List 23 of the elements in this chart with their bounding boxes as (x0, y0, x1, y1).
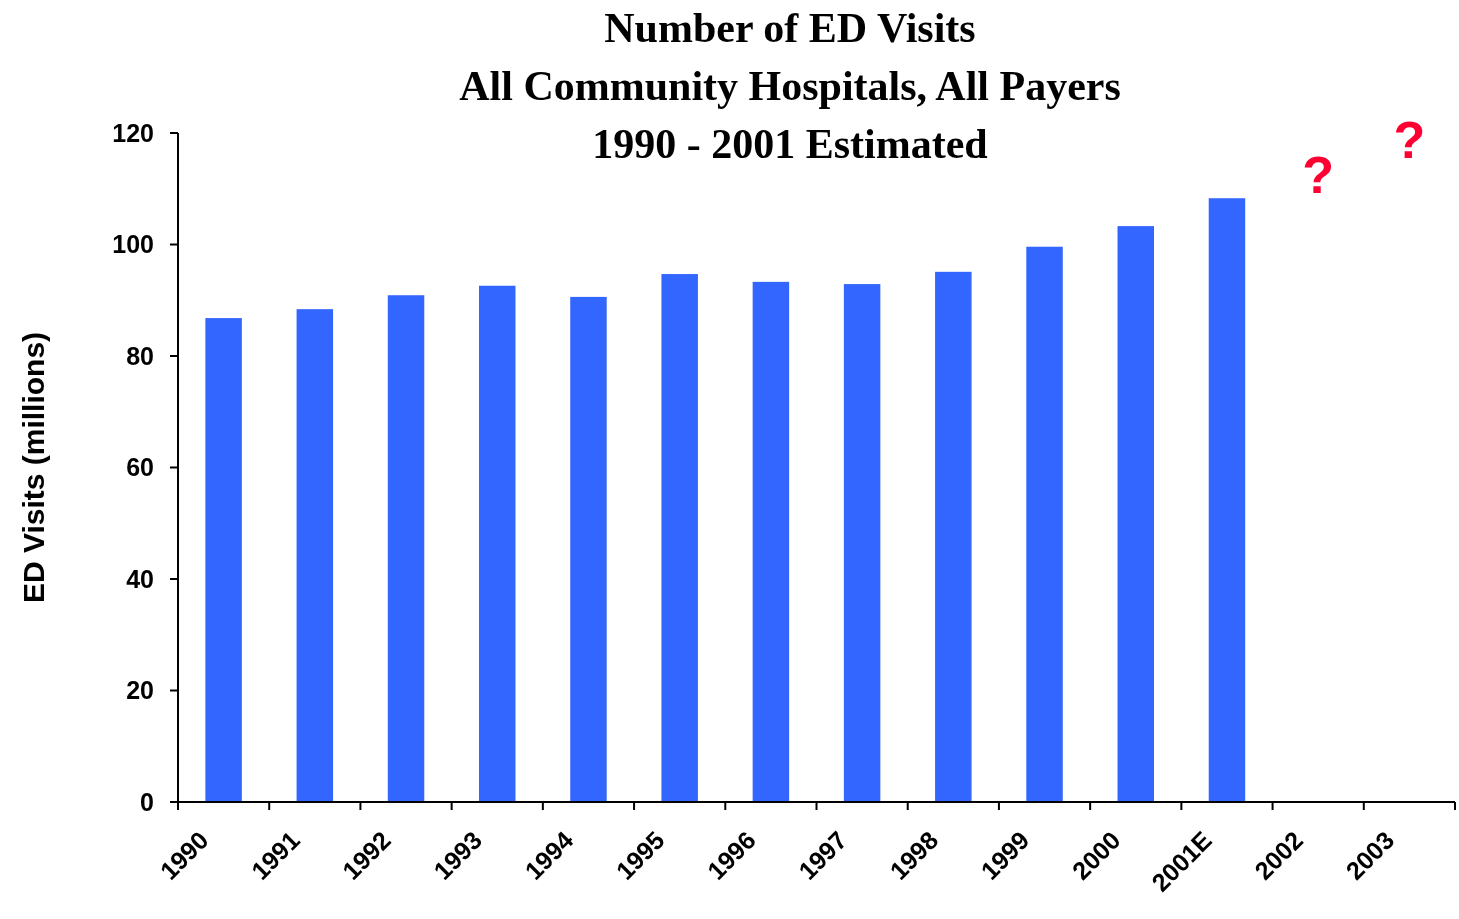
y-tick-label: 120 (112, 118, 154, 147)
y-tick-label: 100 (112, 230, 154, 259)
bar (479, 285, 516, 802)
y-tick-label: 20 (126, 676, 154, 705)
bar (387, 295, 425, 802)
bar (1208, 198, 1246, 802)
bar (752, 281, 790, 802)
bar (205, 318, 242, 802)
y-axis-title: ED Visits (millions) (17, 331, 50, 604)
bar (843, 284, 881, 802)
bar (1026, 246, 1063, 802)
y-tick-label: 40 (126, 564, 154, 593)
bar (296, 309, 334, 802)
y-tick-label: 0 (140, 787, 154, 816)
bar (1117, 226, 1154, 802)
y-tick-label: 80 (126, 341, 154, 370)
chart-title: Number of ED Visits All Community Hospitals, All Payers 1990 - 2001 Estimated (459, 5, 1121, 167)
bar (570, 296, 607, 802)
annotation: ? (1302, 146, 1335, 205)
annotation: ? (1393, 111, 1426, 170)
bar (661, 274, 698, 802)
y-tick-label: 60 (126, 453, 154, 482)
bar (935, 271, 972, 802)
